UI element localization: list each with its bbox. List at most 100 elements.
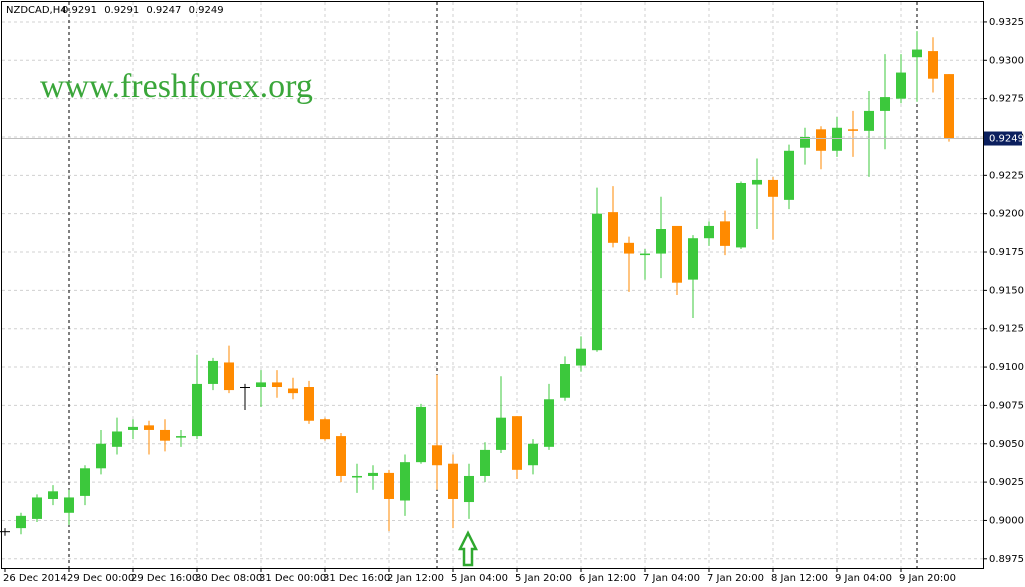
candle-body bbox=[544, 399, 554, 447]
x-tick-label: 7 Jan 04:00 bbox=[643, 573, 700, 584]
x-tick-label: 2 Jan 12:00 bbox=[387, 573, 444, 584]
x-tick-label: 5 Jan 04:00 bbox=[451, 573, 508, 584]
current-price-box bbox=[984, 131, 1022, 146]
x-tick-label: 26 Dec 2014 bbox=[3, 573, 67, 584]
candle-body bbox=[464, 475, 474, 503]
candle-body bbox=[304, 387, 314, 421]
candle-body bbox=[80, 468, 90, 496]
candle-body bbox=[496, 417, 506, 450]
candle-body bbox=[480, 449, 490, 476]
candle-body bbox=[32, 497, 42, 519]
candle-body bbox=[848, 129, 858, 131]
candle-body bbox=[624, 242, 634, 254]
y-tick-label: 0.9075 bbox=[989, 400, 1024, 411]
candle-body bbox=[896, 72, 906, 99]
candle-body bbox=[928, 51, 938, 79]
candle-body bbox=[912, 49, 922, 58]
header-open: 0.9291 bbox=[62, 5, 97, 16]
candle-body bbox=[704, 225, 714, 239]
candle-body bbox=[368, 472, 378, 476]
candle-body bbox=[800, 136, 810, 148]
candle-body bbox=[944, 74, 954, 139]
y-tick-label: 0.9000 bbox=[989, 515, 1024, 526]
candle-body bbox=[688, 238, 698, 280]
candle-body bbox=[864, 110, 874, 131]
candle-body bbox=[672, 225, 682, 283]
candle-body bbox=[528, 443, 538, 466]
candle-body bbox=[656, 229, 666, 254]
plot bbox=[0, 2, 983, 568]
candle-body bbox=[576, 348, 586, 366]
candle-body bbox=[592, 213, 602, 351]
candle-body bbox=[0, 531, 10, 533]
candle-body bbox=[112, 431, 122, 447]
x-tick-label: 5 Jan 20:00 bbox=[515, 573, 572, 584]
x-tick-label: 31 Dec 00:00 bbox=[259, 573, 326, 584]
y-tick-label: 0.9100 bbox=[989, 362, 1024, 373]
candle-body bbox=[784, 150, 794, 200]
chart-title: NZDCAD,H4 bbox=[6, 5, 67, 16]
candle-body bbox=[208, 360, 218, 384]
candle-body bbox=[400, 462, 410, 501]
candle-body bbox=[608, 212, 618, 243]
y-tick-label: 0.9125 bbox=[989, 324, 1024, 335]
candle-body bbox=[240, 387, 250, 389]
y-tick-label: 0.9200 bbox=[989, 209, 1024, 220]
candle-body bbox=[768, 179, 778, 197]
candle-body bbox=[256, 382, 266, 388]
y-tick-label: 0.9275 bbox=[989, 94, 1024, 105]
candle-body bbox=[48, 491, 58, 499]
header-low: 0.9247 bbox=[146, 5, 181, 16]
x-tick-label: 29 Dec 00:00 bbox=[67, 573, 134, 584]
plot-frame bbox=[1, 1, 984, 569]
candle-body bbox=[432, 445, 442, 466]
candle-body bbox=[96, 443, 106, 469]
candle-body bbox=[128, 426, 138, 430]
candle-body bbox=[16, 515, 26, 529]
y-tick-label: 0.9050 bbox=[989, 439, 1024, 450]
candle-body bbox=[192, 383, 202, 437]
candle-body bbox=[336, 436, 346, 476]
header-close: 0.9249 bbox=[189, 5, 224, 16]
candle-body bbox=[816, 129, 826, 151]
x-tick-label: 7 Jan 20:00 bbox=[707, 573, 764, 584]
x-tick-label: 29 Dec 16:00 bbox=[131, 573, 198, 584]
candle-body bbox=[144, 425, 154, 430]
x-tick-label: 9 Jan 04:00 bbox=[835, 573, 892, 584]
current-price-label: 0.9249 bbox=[989, 134, 1024, 145]
x-tick-label: 6 Jan 12:00 bbox=[579, 573, 636, 584]
candle-body bbox=[384, 472, 394, 499]
watermark: www.freshforex.org bbox=[40, 68, 313, 105]
candle-body bbox=[352, 475, 362, 478]
candle-body bbox=[880, 97, 890, 111]
header-high: 0.9291 bbox=[104, 5, 139, 16]
candle-body bbox=[176, 436, 186, 438]
candle-body bbox=[416, 406, 426, 463]
y-tick-label: 0.9025 bbox=[989, 477, 1024, 488]
y-tick-label: 0.9175 bbox=[989, 247, 1024, 258]
candle-body bbox=[272, 382, 282, 388]
candle-body bbox=[832, 127, 842, 151]
y-tick-label: 0.8975 bbox=[989, 554, 1024, 565]
x-tick-label: 30 Dec 08:00 bbox=[195, 573, 262, 584]
ohlc-header: 0.9291 0.9291 0.9247 0.9249 bbox=[62, 5, 224, 16]
x-tick-label: 9 Jan 20:00 bbox=[899, 573, 956, 584]
candle-body bbox=[752, 179, 762, 185]
candle-body bbox=[64, 497, 74, 513]
x-tick-label: 31 Dec 16:00 bbox=[323, 573, 390, 584]
candle-body bbox=[448, 463, 458, 499]
candle-body bbox=[288, 388, 298, 394]
candle-body bbox=[160, 429, 170, 441]
arrow-icon bbox=[457, 530, 479, 567]
y-tick-label: 0.9150 bbox=[989, 285, 1024, 296]
candle-body bbox=[512, 416, 522, 470]
candle-body bbox=[640, 253, 650, 256]
y-tick-label: 0.9300 bbox=[989, 55, 1024, 66]
candle-body bbox=[224, 362, 234, 391]
candle-body bbox=[320, 419, 330, 440]
x-tick-label: 8 Jan 12:00 bbox=[771, 573, 828, 584]
candle-body bbox=[720, 221, 730, 246]
y-tick-label: 0.9325 bbox=[989, 17, 1024, 28]
